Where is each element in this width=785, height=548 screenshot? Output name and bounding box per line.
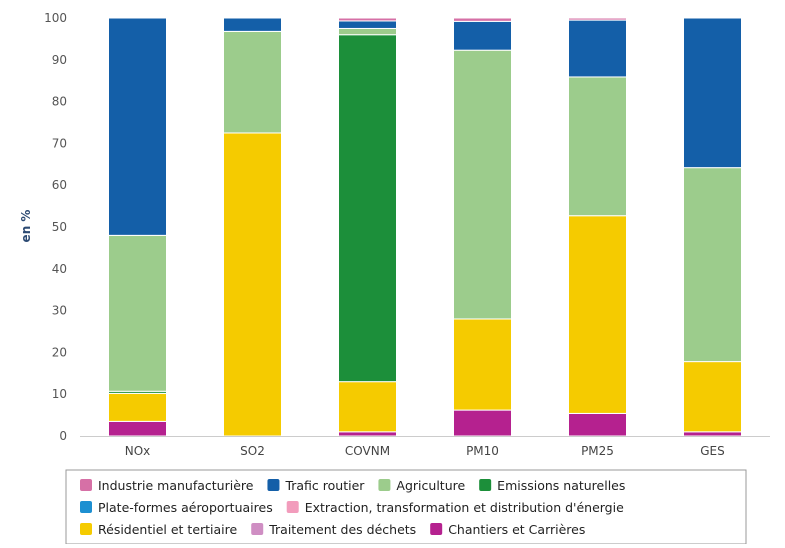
- y-tick-label: 90: [52, 53, 67, 67]
- y-axis-title: en %: [19, 210, 33, 243]
- bar-segment[interactable]: [568, 215, 627, 414]
- bar-segment[interactable]: [683, 431, 742, 437]
- legend-items: Industrie manufacturière Trafic routier Ag…: [80, 478, 625, 537]
- y-tick-label: 10: [52, 387, 67, 401]
- bar-segment[interactable]: [453, 409, 512, 437]
- bar-segment[interactable]: [568, 17, 627, 21]
- legend-swatch: [479, 479, 492, 491]
- legend-swatch: [286, 501, 299, 513]
- legend-swatch: [378, 479, 391, 491]
- bar-segment[interactable]: [108, 392, 167, 422]
- bar-stack-pm25: [568, 17, 627, 437]
- bar-segment[interactable]: [338, 34, 397, 383]
- legend-swatch: [80, 523, 92, 535]
- legend: Industrie manufacturière Trafic routier Ag…: [65, 469, 747, 545]
- legend-label[interactable]: Résidentiel et tertiaire: [98, 522, 238, 537]
- bar-segment[interactable]: [683, 17, 742, 169]
- x-category-label: COVNM: [345, 444, 390, 458]
- bar-stack-covnm: [338, 17, 397, 437]
- bar-segment[interactable]: [338, 20, 397, 29]
- y-tick-label: 40: [52, 262, 67, 276]
- y-tick-label: 70: [52, 136, 67, 150]
- bar-segment[interactable]: [453, 17, 512, 22]
- y-tick-label: 20: [52, 345, 67, 359]
- x-category-label: NOx: [125, 444, 151, 458]
- x-axis-labels: NOx SO2 COVNM PM10 PM25 GES: [125, 444, 725, 458]
- bar-segment[interactable]: [568, 19, 627, 78]
- bar-stack-nox: [108, 17, 167, 437]
- legend-box: [65, 469, 747, 545]
- legend-label[interactable]: Traitement des déchets: [268, 522, 416, 537]
- legend-label[interactable]: Extraction, transformation et distributi…: [305, 500, 624, 515]
- bar-segment[interactable]: [108, 234, 167, 392]
- y-tick-label: 80: [52, 95, 67, 109]
- bar-segment[interactable]: [338, 27, 397, 36]
- bar-stack-pm10: [453, 17, 512, 437]
- legend-label[interactable]: Emissions naturelles: [497, 478, 625, 493]
- legend-label[interactable]: Trafic routier: [284, 478, 365, 493]
- bar-segment[interactable]: [568, 76, 627, 217]
- bar-segment[interactable]: [108, 17, 167, 236]
- legend-swatch: [267, 479, 280, 491]
- bar-stack-ges: [683, 17, 742, 437]
- y-tick-label: 100: [44, 11, 67, 25]
- bar-segment[interactable]: [223, 17, 282, 32]
- legend-swatch: [80, 479, 92, 491]
- legend-label[interactable]: Plate-formes aéroportuaires: [98, 500, 273, 515]
- bar-segment[interactable]: [338, 17, 397, 22]
- y-tick-label: 30: [52, 304, 67, 318]
- bar-segment[interactable]: [108, 420, 167, 437]
- bar-segment[interactable]: [683, 361, 742, 433]
- x-category-label: PM25: [581, 444, 614, 458]
- y-tick-label: 50: [52, 220, 67, 234]
- bar-stack-so2: [223, 17, 282, 437]
- x-category-label: PM10: [466, 444, 499, 458]
- bar-segment[interactable]: [453, 49, 512, 320]
- x-category-label: SO2: [240, 444, 265, 458]
- bar-segment[interactable]: [223, 132, 282, 437]
- y-tick-label: 0: [59, 429, 67, 443]
- legend-swatch: [430, 523, 443, 535]
- legend-swatch: [251, 523, 264, 535]
- x-category-label: GES: [700, 444, 725, 458]
- legend-label[interactable]: Industrie manufacturière: [98, 478, 254, 493]
- y-tick-label: 60: [52, 178, 67, 192]
- legend-label[interactable]: Agriculture: [396, 478, 465, 493]
- legend-label[interactable]: Chantiers et Carrières: [448, 522, 585, 537]
- bar-segment[interactable]: [453, 20, 512, 51]
- bar-segment[interactable]: [223, 30, 282, 134]
- bar-segment[interactable]: [568, 412, 627, 437]
- bars-group: [108, 17, 742, 437]
- bar-segment[interactable]: [338, 381, 397, 433]
- bar-segment[interactable]: [338, 431, 397, 437]
- y-axis-ticks: 0 10 20 30 40 50 60 70 80 90 100: [44, 11, 67, 443]
- bar-segment[interactable]: [683, 167, 742, 363]
- legend-swatch: [80, 501, 92, 513]
- bar-segment[interactable]: [453, 318, 512, 411]
